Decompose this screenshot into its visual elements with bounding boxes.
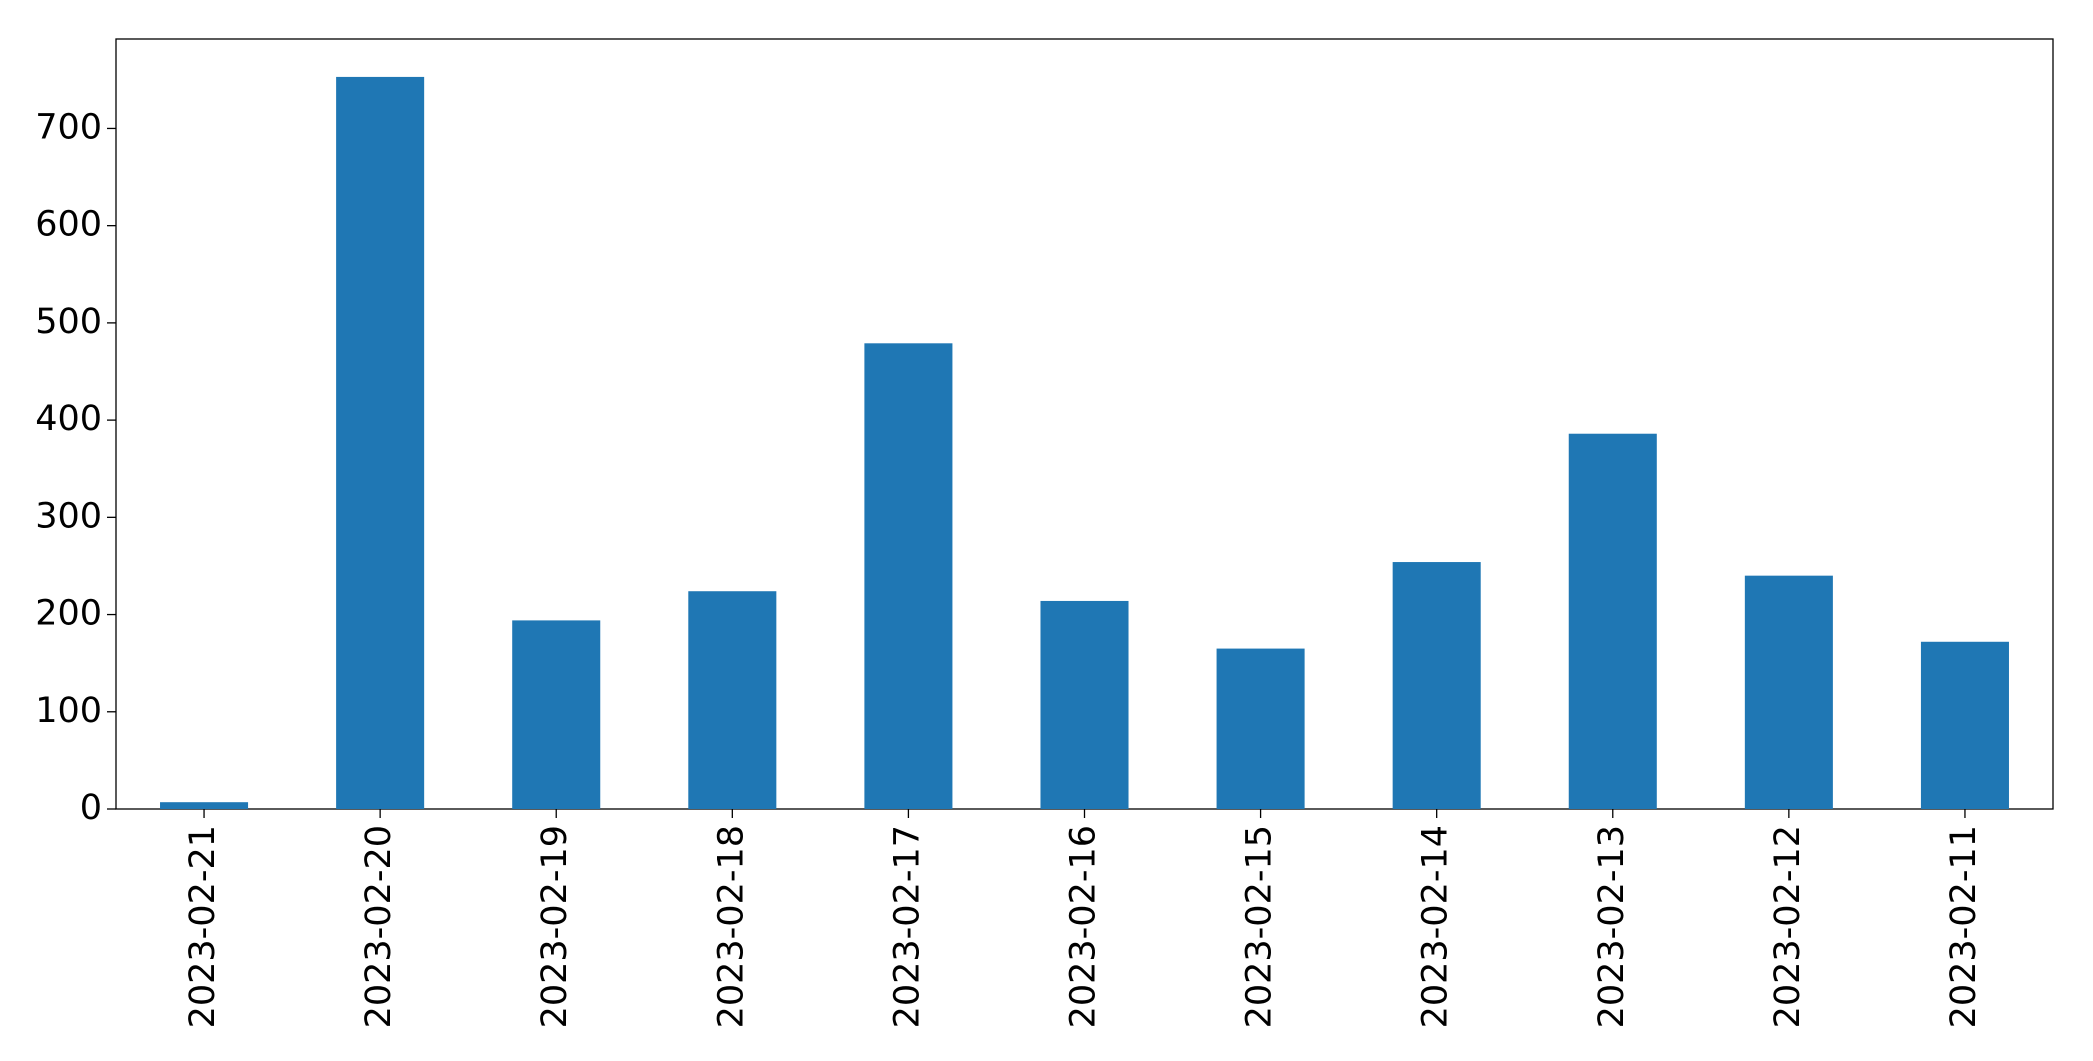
x-tick-label: 2023-02-13 [1592, 825, 1632, 1028]
x-tick-label: 2023-02-21 [183, 825, 223, 1028]
y-tick-label: 400 [35, 399, 102, 439]
x-tick-label: 2023-02-11 [1944, 825, 1984, 1028]
bar [1040, 600, 1129, 809]
y-tick-label: 200 [35, 594, 102, 634]
bar [1744, 575, 1833, 809]
bar [512, 620, 601, 809]
y-tick-label: 100 [35, 691, 102, 731]
bar [864, 343, 953, 809]
bar [1216, 648, 1305, 809]
bar [1920, 641, 2009, 809]
y-tick-label: 300 [35, 496, 102, 536]
x-tick-label: 2023-02-20 [359, 825, 399, 1028]
x-tick-label: 2023-02-12 [1768, 825, 1808, 1028]
bar [1568, 433, 1657, 809]
y-tick-label: 500 [35, 302, 102, 342]
x-tick-label: 2023-02-14 [1416, 825, 1456, 1028]
bar [160, 802, 249, 809]
x-tick-label: 2023-02-15 [1240, 825, 1280, 1028]
bar [688, 591, 777, 809]
bar [1392, 562, 1481, 809]
x-tick-label: 2023-02-16 [1064, 825, 1104, 1028]
y-tick-label: 0 [80, 788, 102, 828]
bar [336, 76, 425, 809]
x-tick-label: 2023-02-17 [887, 825, 927, 1028]
x-tick-label: 2023-02-19 [535, 825, 575, 1028]
y-tick-label: 600 [35, 205, 102, 245]
y-tick-label: 700 [35, 107, 102, 147]
x-tick-label: 2023-02-18 [711, 825, 751, 1028]
